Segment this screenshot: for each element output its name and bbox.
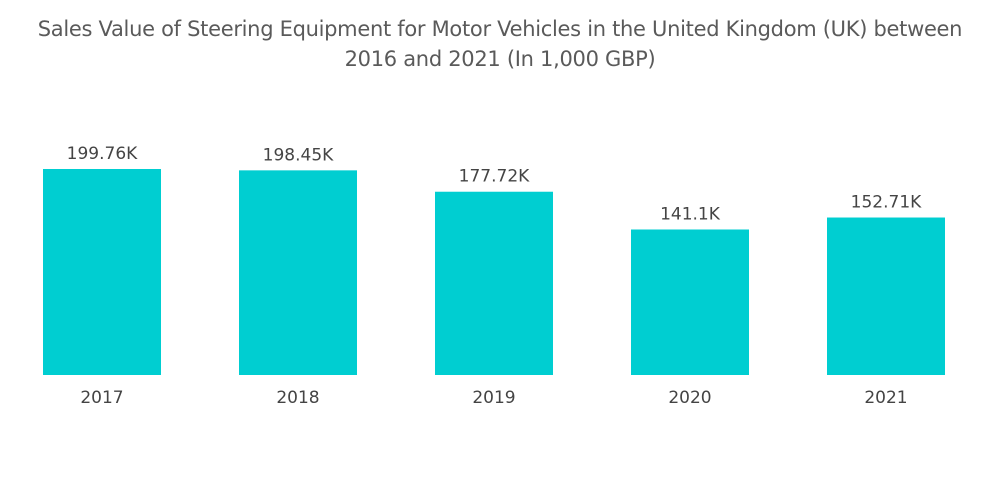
x-tick-label-2020: 2020 — [668, 388, 711, 408]
bar-2020 — [631, 229, 749, 375]
data-label-2019: 177.72K — [459, 167, 530, 187]
data-label-2018: 198.45K — [263, 145, 334, 165]
data-label-2021: 152.71K — [851, 193, 922, 213]
x-tick-label-2018: 2018 — [276, 388, 319, 408]
bar-2019 — [435, 191, 553, 375]
bar-2017 — [43, 169, 161, 375]
chart-title-line-1: Sales Value of Steering Equipment for Mo… — [37, 17, 963, 41]
chart-title-line-2: 2016 and 2021 (In 1,000 GBP) — [344, 47, 656, 71]
chart-title: Sales Value of Steering Equipment for Mo… — [0, 14, 1000, 74]
x-tick-label-2017: 2017 — [80, 388, 123, 408]
bar-2021 — [827, 217, 945, 375]
bar-2018 — [239, 170, 357, 375]
x-tick-label-2019: 2019 — [472, 388, 515, 408]
data-label-2017: 199.76K — [67, 144, 138, 164]
x-tick-label-2021: 2021 — [864, 388, 907, 408]
data-label-2020: 141.1K — [660, 204, 721, 224]
